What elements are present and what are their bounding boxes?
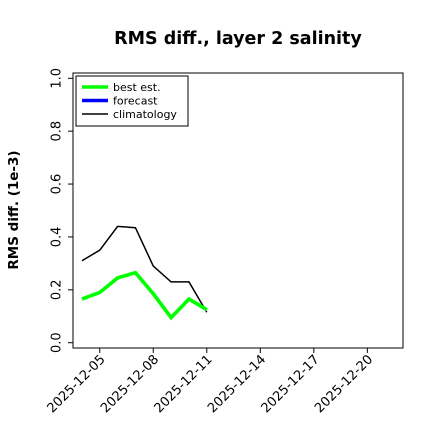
legend-label: forecast [113,95,158,108]
series-line-best-est [81,270,208,321]
y-tick-label: 0.4 [50,227,65,248]
legend-label: climatology [113,108,177,121]
y-tick-label: 0.6 [50,174,65,195]
y-tick-label: 0.0 [50,332,65,353]
chart-title: RMS diff., layer 2 salinity [114,29,362,49]
x-tick-label: 2025-12-20 [312,352,376,416]
y-tick-label: 1.0 [50,68,65,89]
series-line-climatology [81,225,208,313]
y-axis-label: RMS diff. (1e-3) [6,150,22,269]
y-tick-label: 0.8 [50,121,65,142]
legend-label: best est. [113,81,161,94]
plot-frame [72,72,404,349]
series-layer [81,225,208,321]
y-tick-label: 0.2 [50,279,65,300]
